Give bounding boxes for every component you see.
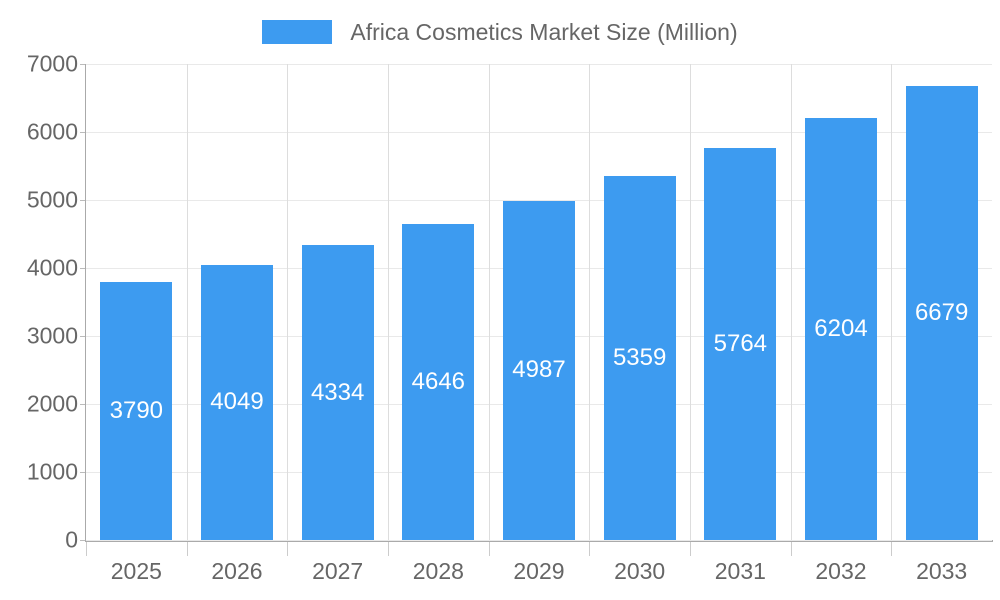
y-axis-tick-mark: [80, 132, 86, 133]
x-axis-tick-mark: [187, 542, 188, 556]
x-axis-tick-mark: [891, 542, 892, 556]
x-axis-tick-mark: [388, 542, 389, 556]
bar[interactable]: 4334: [301, 245, 374, 540]
y-axis-tick-mark: [80, 540, 86, 541]
gridline-vertical: [489, 64, 490, 540]
bar[interactable]: 6204: [805, 118, 877, 540]
y-axis-tick-label: 4000: [26, 254, 78, 281]
y-axis-tick-label: 7000: [26, 50, 78, 77]
legend-item-label: Africa Cosmetics Market Size (Million): [350, 18, 738, 45]
y-axis-tick-label: 6000: [26, 118, 78, 145]
x-axis-tick-mark: [287, 542, 288, 556]
y-axis-tick-mark: [80, 404, 86, 405]
gridline-vertical: [690, 64, 691, 540]
legend-color-swatch-icon: [262, 20, 333, 44]
bar[interactable]: 5359: [603, 175, 676, 540]
x-axis-tick-label: 2027: [312, 558, 364, 584]
x-axis-tick-label: 2028: [412, 558, 464, 584]
bar[interactable]: 4049: [201, 264, 273, 540]
bar-value-label: 4987: [512, 356, 566, 384]
bar-value-label: 4049: [210, 388, 264, 416]
y-axis-tick-label: 0: [65, 526, 78, 553]
y-axis-tick-mark: [80, 268, 86, 269]
bar[interactable]: 6679: [905, 85, 978, 540]
bar[interactable]: 3790: [100, 282, 173, 540]
y-axis-tick-labels: 0 1000 2000 3000 4000 5000 6000 7000: [0, 0, 86, 600]
x-axis-tick-mark: [86, 542, 87, 556]
x-axis-tick-label: 2030: [614, 558, 666, 584]
y-axis-tick-mark: [80, 200, 86, 201]
gridline-horizontal: [86, 132, 992, 133]
gridline-vertical: [287, 64, 288, 540]
gridline-horizontal: [86, 64, 992, 65]
x-axis-tick-label: 2026: [211, 558, 263, 584]
bar[interactable]: 4987: [503, 200, 575, 540]
x-axis-tick-label: 2032: [815, 558, 867, 584]
y-axis-tick-label: 1000: [26, 458, 78, 485]
bar[interactable]: 5764: [704, 148, 777, 540]
y-axis-tick-mark: [80, 472, 86, 473]
gridline-vertical: [791, 64, 792, 540]
gridline-vertical: [187, 64, 188, 540]
gridline-vertical: [589, 64, 590, 540]
x-axis-tick-mark: [690, 542, 691, 556]
gridline-vertical: [388, 64, 389, 540]
x-axis-tick-mark: [791, 542, 792, 556]
x-axis-tick-mark: [489, 542, 490, 556]
bar[interactable]: 4646: [402, 224, 475, 540]
bar-value-label: 5764: [713, 330, 768, 358]
x-axis-tick-label: 2031: [714, 558, 766, 584]
x-axis-line: [85, 540, 993, 542]
y-axis-tick-mark: [80, 64, 86, 65]
y-axis-tick-label: 3000: [26, 322, 78, 349]
bar-value-label: 4334: [310, 378, 365, 406]
y-axis-line: [85, 64, 86, 541]
bar-value-label: 5359: [612, 343, 667, 371]
x-axis-tick-label: 2033: [916, 558, 968, 584]
x-axis-tick-mark: [589, 542, 590, 556]
legend-item-africa-cosmetics-market-size[interactable]: Africa Cosmetics Market Size (Million): [262, 18, 738, 45]
bar-value-label: 6679: [914, 298, 969, 326]
chart-legend: Africa Cosmetics Market Size (Million): [0, 14, 1000, 50]
bar-value-label: 6204: [814, 315, 868, 343]
x-axis-tick-label: 2029: [513, 558, 565, 584]
x-axis-tick-label: 2025: [110, 558, 162, 584]
y-axis-tick-label: 5000: [26, 186, 78, 213]
plot-area: 3790 4049 4334 4646 4987 5359 5764 6204 6679: [86, 64, 992, 541]
y-axis-tick-mark: [80, 336, 86, 337]
bar-value-label: 3790: [109, 397, 164, 425]
gridline-horizontal: [86, 200, 992, 201]
gridline-horizontal: [86, 540, 992, 541]
gridline-vertical: [891, 64, 892, 540]
y-axis-tick-label: 2000: [26, 390, 78, 417]
bar-value-label: 4646: [411, 368, 466, 396]
